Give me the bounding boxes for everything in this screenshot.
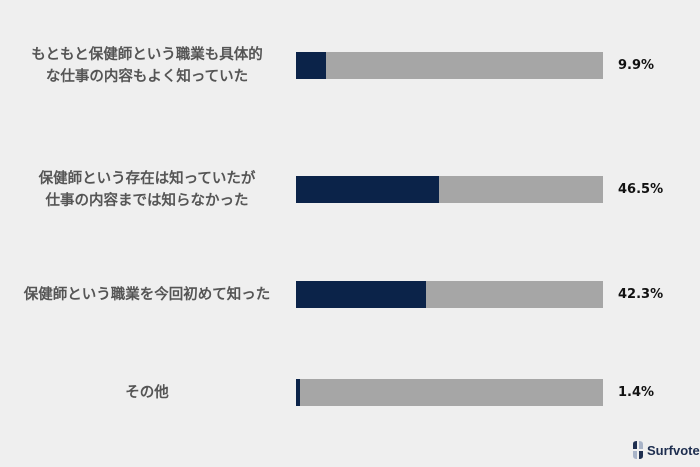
- logo-text: Surfvote: [647, 442, 700, 458]
- bar: [296, 176, 439, 203]
- bar: [296, 281, 426, 308]
- category-label: もともと保健師という職業も具体的 な仕事の内容もよく知っていた: [31, 46, 263, 85]
- bar: [296, 379, 301, 406]
- value-label: 42.3%: [618, 287, 664, 302]
- bar-track: [296, 176, 603, 203]
- bar-track: [296, 281, 603, 308]
- bar-track: [296, 52, 603, 79]
- bar-track: [296, 379, 603, 406]
- category-label: 保健師という存在は知っていたが 仕事の内容までは知らなかった: [38, 170, 256, 209]
- value-label: 1.4%: [618, 385, 655, 400]
- category-label: 保健師という職業を今回初めて知った: [23, 286, 271, 303]
- category-label: その他: [125, 384, 169, 401]
- value-label: 46.5%: [618, 182, 664, 197]
- bar: [296, 52, 327, 79]
- surfvote-logo-icon: [633, 441, 643, 459]
- surfvote-logo: Surfvote: [632, 440, 700, 460]
- value-label: 9.9%: [618, 58, 655, 73]
